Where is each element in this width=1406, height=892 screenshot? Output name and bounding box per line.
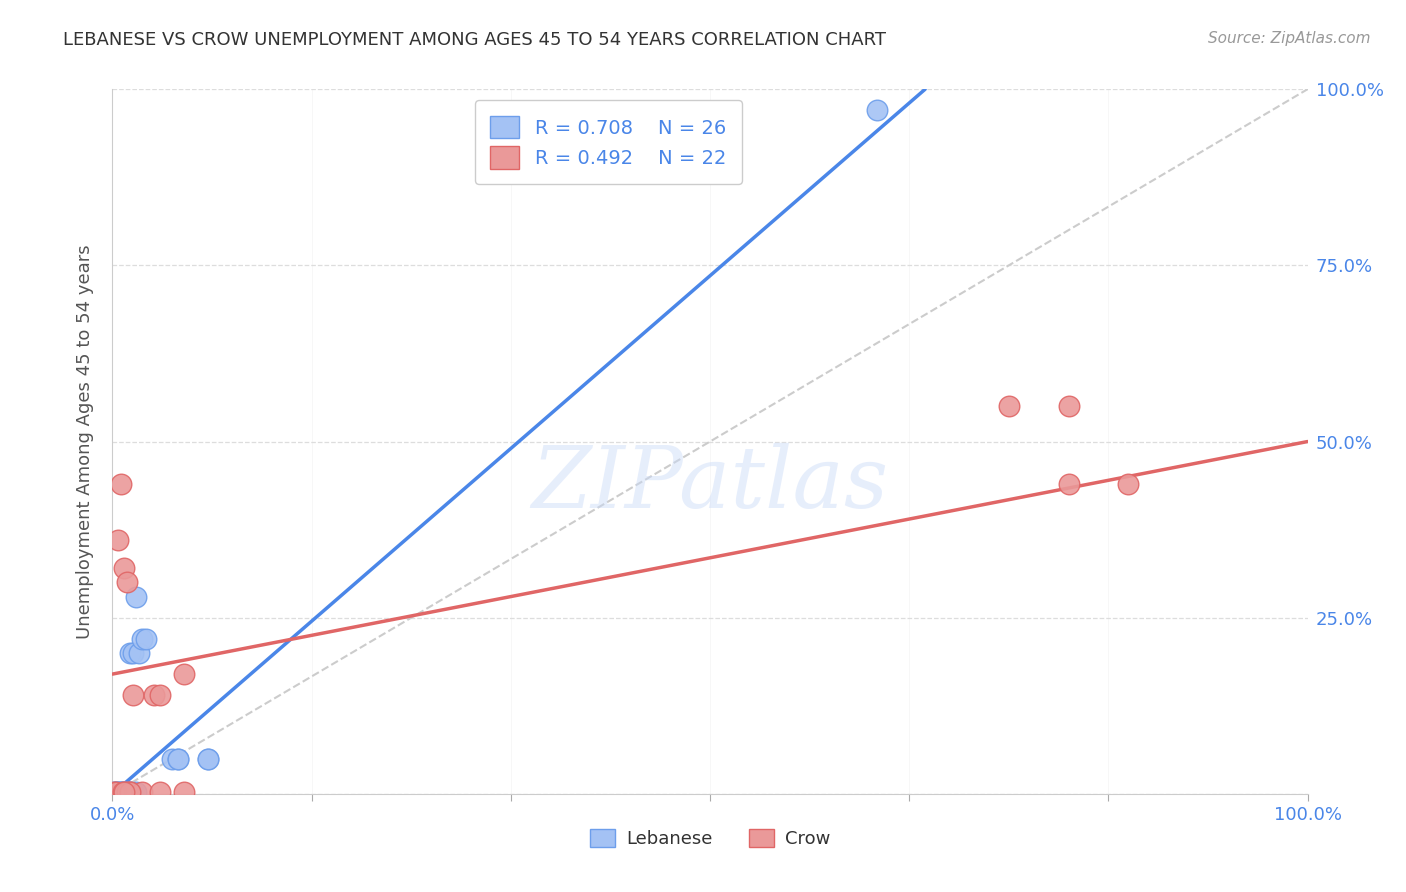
- Point: [866, 103, 889, 118]
- Point: [128, 646, 150, 660]
- Text: Source: ZipAtlas.com: Source: ZipAtlas.com: [1208, 31, 1371, 46]
- Point: [114, 785, 136, 799]
- Point: [173, 667, 195, 681]
- Point: [110, 785, 132, 799]
- Point: [149, 785, 172, 799]
- Point: [1057, 399, 1080, 413]
- Point: [111, 785, 134, 799]
- Point: [117, 785, 139, 799]
- Point: [105, 785, 128, 799]
- Point: [120, 785, 142, 799]
- Point: [197, 751, 219, 765]
- Point: [120, 785, 142, 799]
- Point: [143, 688, 166, 702]
- Point: [125, 590, 148, 604]
- Point: [125, 785, 148, 799]
- Point: [103, 785, 125, 799]
- Point: [121, 688, 143, 702]
- Point: [162, 751, 183, 765]
- Point: [173, 785, 195, 799]
- Point: [1118, 476, 1140, 491]
- Point: [104, 785, 127, 799]
- Point: [105, 785, 128, 799]
- Point: [114, 785, 135, 799]
- Point: [167, 751, 190, 765]
- Point: [107, 533, 129, 548]
- Point: [115, 785, 138, 799]
- Point: [197, 751, 219, 765]
- Point: [108, 785, 131, 799]
- Point: [131, 785, 153, 799]
- Y-axis label: Unemployment Among Ages 45 to 54 years: Unemployment Among Ages 45 to 54 years: [76, 244, 94, 639]
- Point: [120, 785, 142, 799]
- Point: [121, 646, 143, 660]
- Point: [110, 476, 132, 491]
- Point: [114, 561, 135, 575]
- Point: [112, 785, 135, 799]
- Text: ZIPatlas: ZIPatlas: [531, 442, 889, 525]
- Point: [115, 575, 138, 590]
- Point: [135, 632, 157, 646]
- Point: [103, 785, 125, 799]
- Legend: Lebanese, Crow: Lebanese, Crow: [582, 822, 838, 855]
- Point: [131, 632, 153, 646]
- Point: [120, 646, 142, 660]
- Point: [149, 688, 172, 702]
- Point: [112, 785, 135, 799]
- Point: [107, 785, 129, 799]
- Point: [998, 399, 1021, 413]
- Point: [105, 785, 128, 799]
- Point: [167, 751, 190, 765]
- Point: [1057, 476, 1080, 491]
- Text: LEBANESE VS CROW UNEMPLOYMENT AMONG AGES 45 TO 54 YEARS CORRELATION CHART: LEBANESE VS CROW UNEMPLOYMENT AMONG AGES…: [63, 31, 886, 49]
- Point: [114, 785, 135, 799]
